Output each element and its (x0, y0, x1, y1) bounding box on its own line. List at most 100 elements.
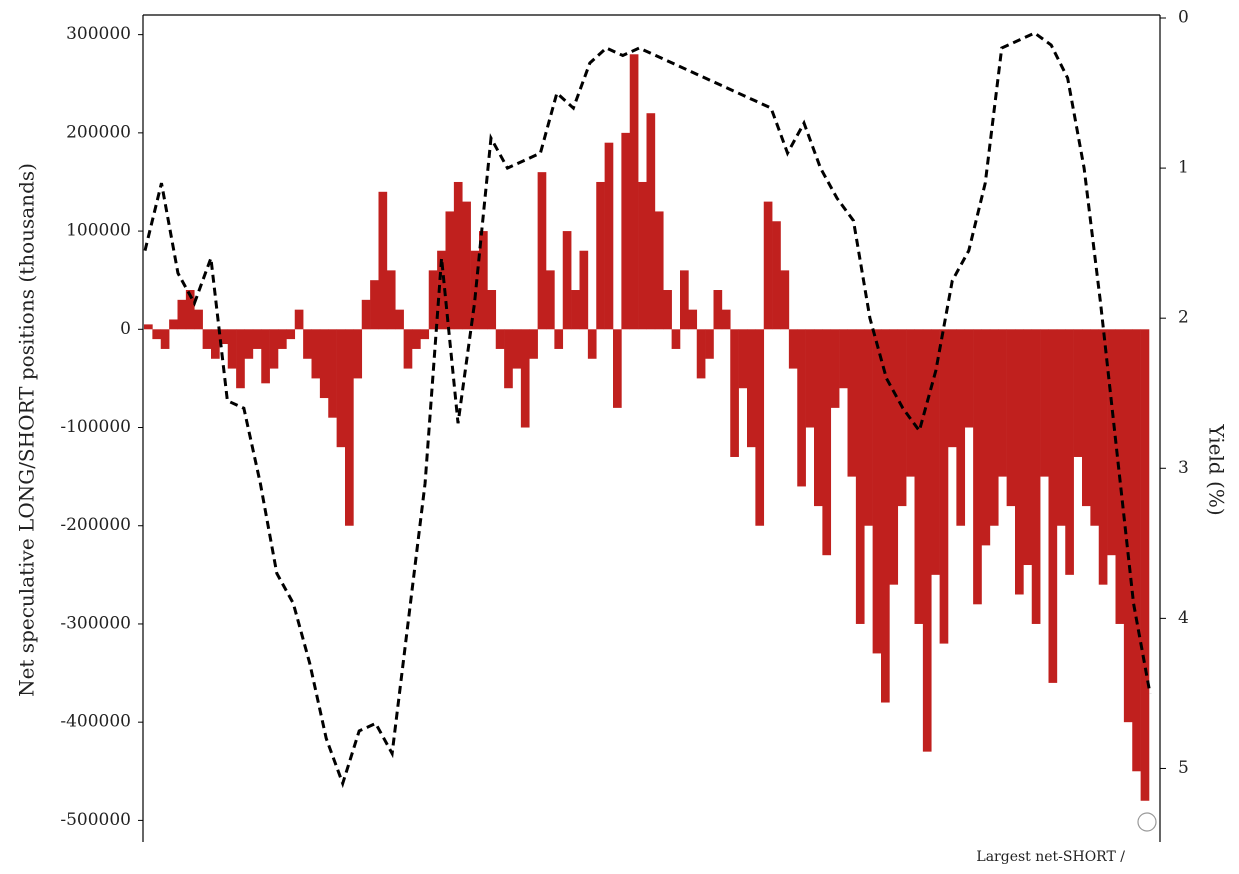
bar (797, 329, 806, 487)
bar (537, 172, 547, 330)
bar (663, 290, 672, 330)
bar (604, 142, 614, 330)
bar (479, 231, 488, 330)
bar (1082, 329, 1091, 507)
bar (202, 329, 212, 349)
bar (654, 211, 664, 330)
bar (696, 329, 706, 379)
bar (914, 329, 924, 624)
bar (1056, 329, 1066, 526)
bar (839, 329, 848, 389)
bar (378, 191, 388, 330)
bar (897, 329, 907, 507)
bar (931, 329, 940, 575)
bar (998, 329, 1007, 477)
bar (1040, 329, 1049, 477)
bar (780, 270, 790, 330)
bar (822, 329, 832, 556)
bar (805, 329, 815, 428)
bar (428, 270, 438, 330)
bar (939, 329, 949, 644)
bar (353, 329, 363, 379)
bar (529, 329, 538, 359)
bar (1006, 329, 1016, 507)
bar (412, 329, 421, 349)
y-tick-label: 0 (120, 319, 131, 339)
y2-axis-title: Yield (%) (1205, 423, 1229, 515)
yield-line (143, 31, 1152, 789)
bar (495, 329, 505, 349)
bar (621, 132, 631, 330)
bar (763, 201, 773, 330)
bar (1031, 329, 1041, 624)
bar (671, 329, 681, 349)
bar (613, 329, 622, 408)
bar (160, 329, 170, 349)
y2-tick-label: 0 (1178, 8, 1189, 28)
bar (303, 329, 312, 359)
bar (1123, 329, 1133, 723)
bar (403, 329, 413, 369)
y2-tick-label: 1 (1178, 158, 1189, 178)
bar (981, 329, 991, 546)
bar (956, 329, 966, 526)
bar (328, 329, 337, 418)
bar (470, 250, 480, 330)
bar (855, 329, 865, 624)
y-tick-label: -500000 (60, 810, 131, 830)
bar (294, 309, 304, 330)
bar (788, 329, 798, 369)
y-tick-label: -100000 (60, 417, 131, 437)
bar (437, 250, 446, 330)
bar (311, 329, 321, 379)
bar (872, 329, 882, 654)
bar (579, 250, 589, 330)
bar (370, 280, 379, 330)
bar (278, 329, 287, 349)
bar (1023, 329, 1033, 566)
bar (596, 181, 605, 330)
bar (185, 290, 195, 330)
bar (688, 309, 698, 330)
bar (453, 181, 463, 330)
bar (1015, 329, 1024, 595)
bar (814, 329, 823, 507)
bar (881, 329, 890, 703)
bar (721, 309, 731, 330)
bar (144, 324, 153, 330)
bar (445, 211, 455, 330)
bar (906, 329, 915, 477)
bar (219, 329, 229, 345)
bar (1098, 329, 1108, 585)
bar (1065, 329, 1074, 575)
bar (336, 329, 346, 448)
bar (730, 329, 739, 457)
bar (286, 329, 296, 340)
bar (520, 329, 530, 428)
y-tick-label: -400000 (60, 712, 131, 732)
y-axis-title: Net speculative LONG/SHORT positions (th… (15, 163, 39, 697)
bar (194, 309, 203, 330)
y-tick-label: -200000 (60, 515, 131, 535)
bar (989, 329, 999, 526)
bar (864, 329, 873, 526)
bar (345, 329, 354, 526)
bar (395, 309, 404, 330)
bar (705, 329, 714, 359)
bar (847, 329, 857, 477)
annotation: Largest net-SHORT / (976, 849, 1125, 865)
bar (638, 181, 647, 330)
bar (546, 270, 555, 330)
bar (646, 113, 656, 330)
bar (713, 290, 723, 330)
y-tick-label: 200000 (66, 122, 131, 142)
bar (177, 299, 187, 330)
bar (244, 329, 254, 359)
bar (587, 329, 597, 359)
bar (973, 329, 982, 605)
bar (1048, 329, 1058, 683)
bar (747, 329, 756, 448)
bar (152, 329, 162, 340)
bar (211, 329, 220, 359)
